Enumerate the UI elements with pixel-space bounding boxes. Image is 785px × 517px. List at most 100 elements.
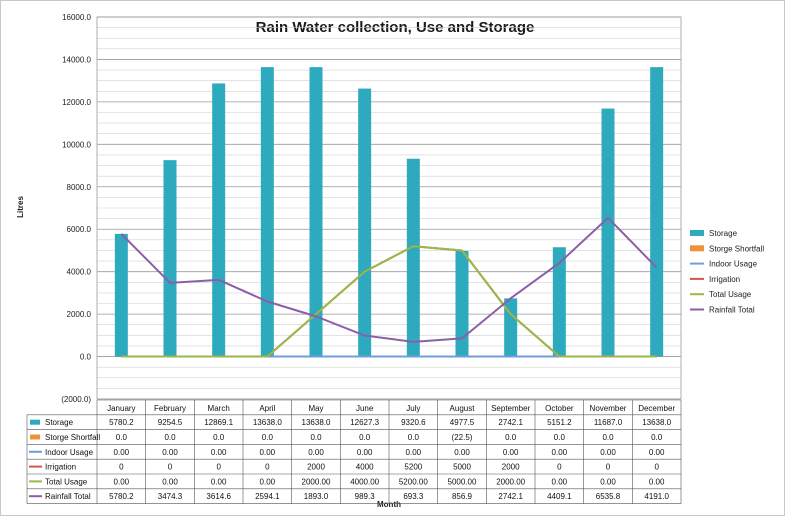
- table-cell: 3614.6: [206, 492, 231, 501]
- bar-storage-january: [114, 233, 128, 357]
- legend-label: Total Usage: [709, 290, 752, 299]
- plot-area-frame: [96, 16, 682, 400]
- table-cell: (22.5): [452, 433, 473, 442]
- table-cell: 0.00: [600, 448, 616, 457]
- x-tick-label: August: [450, 404, 476, 413]
- table-cell: 0.0: [213, 433, 225, 442]
- y-tick-label: 4000.0: [67, 268, 92, 277]
- table-cell: 0.00: [308, 448, 324, 457]
- table-cell: 0.0: [116, 433, 128, 442]
- table-cell: 0.00: [552, 448, 568, 457]
- table-cell: 0.00: [211, 448, 227, 457]
- table-cell: 13638.0: [302, 418, 331, 427]
- table-cell: 0.0: [164, 433, 176, 442]
- table-cell: 4000: [356, 463, 374, 472]
- x-tick-label: November: [590, 404, 627, 413]
- table-cell: 0.00: [649, 448, 665, 457]
- table-cell: 0: [654, 463, 659, 472]
- table-cell: 0.0: [651, 433, 663, 442]
- legend-label: Storage: [709, 229, 738, 238]
- y-axis-title: Litres: [16, 196, 25, 218]
- legend-label: Rainfall Total: [709, 306, 755, 315]
- y-tick-label: 16000.0: [62, 13, 91, 22]
- table-cell: 0.00: [114, 448, 130, 457]
- table-cell: 2742.1: [498, 492, 523, 501]
- y-tick-label: (2000.0): [61, 395, 91, 404]
- table-cell: 5000: [453, 463, 471, 472]
- table-row-label: Storge Shortfall: [45, 433, 100, 442]
- table-cell: 0.00: [162, 448, 178, 457]
- table-cell: 2594.1: [255, 492, 280, 501]
- x-tick-label: October: [545, 404, 574, 413]
- x-tick-label: April: [259, 404, 275, 413]
- table-cell: 0: [168, 463, 173, 472]
- table-cell: 11687.0: [594, 418, 623, 427]
- y-tick-label: 14000.0: [62, 55, 91, 64]
- y-tick-label: 2000.0: [67, 310, 92, 319]
- table-cell: 9254.5: [158, 418, 183, 427]
- legend-key: [690, 230, 704, 236]
- table-cell: 0.0: [602, 433, 614, 442]
- table-row-label: Irrigation: [45, 463, 76, 472]
- table-cell: 4191.0: [644, 492, 669, 501]
- x-axis-title: Month: [377, 500, 401, 509]
- table-cell: 0.00: [454, 448, 470, 457]
- table-cell: 693.3: [403, 492, 424, 501]
- y-tick-label: 6000.0: [67, 225, 92, 234]
- x-tick-label: July: [406, 404, 420, 413]
- table-legend-key: [30, 419, 40, 425]
- table-cell: 0.00: [260, 477, 276, 486]
- table-cell: 4000.00: [350, 477, 379, 486]
- table-row-label: Storage: [45, 418, 74, 427]
- legend-label: Storge Shortfall: [709, 244, 764, 253]
- table-cell: 12869.1: [204, 418, 233, 427]
- bar-storage-july: [406, 158, 420, 357]
- table-cell: 0: [557, 463, 562, 472]
- table-cell: 9320.6: [401, 418, 426, 427]
- x-tick-label: March: [208, 404, 230, 413]
- y-tick-label: 0.0: [80, 353, 92, 362]
- table-cell: 5000.00: [448, 477, 477, 486]
- bar-storage-february: [163, 160, 177, 357]
- bar-storage-june: [358, 88, 372, 357]
- table-cell: 5780.2: [109, 492, 134, 501]
- table-cell: 13638.0: [642, 418, 671, 427]
- bar-storage-march: [212, 83, 226, 357]
- table-cell: 2000.00: [302, 477, 331, 486]
- table-cell: 0: [216, 463, 221, 472]
- table-cell: 0.0: [408, 433, 420, 442]
- table-cell: 0: [606, 463, 611, 472]
- y-tick-label: 12000.0: [62, 98, 91, 107]
- bar-storage-august: [455, 250, 469, 357]
- table-cell: 5780.2: [109, 418, 134, 427]
- table-cell: 0.00: [162, 477, 178, 486]
- table-cell: 0.0: [505, 433, 517, 442]
- x-tick-label: September: [491, 404, 530, 413]
- table-cell: 0.00: [211, 477, 227, 486]
- table-cell: 1893.0: [304, 492, 329, 501]
- y-tick-label: 8000.0: [67, 183, 92, 192]
- table-cell: 4409.1: [547, 492, 572, 501]
- table-cell: 5200.00: [399, 477, 428, 486]
- x-tick-label: February: [154, 404, 186, 413]
- table-row-label: Indoor Usage: [45, 448, 94, 457]
- x-tick-label: January: [107, 404, 135, 413]
- table-cell: 2000.00: [496, 477, 525, 486]
- line-rainfall-total: [120, 216, 658, 343]
- table-cell: 0.00: [600, 477, 616, 486]
- table-cell: 856.9: [452, 492, 473, 501]
- x-tick-label: May: [308, 404, 323, 413]
- table-cell: 5151.2: [547, 418, 572, 427]
- table-cell: 0: [119, 463, 124, 472]
- table-cell: 0: [265, 463, 270, 472]
- bar-storage-november: [601, 108, 615, 357]
- bar-storage-september: [504, 298, 518, 357]
- table-row-label: Rainfall Total: [45, 492, 91, 501]
- table-cell: 6535.8: [596, 492, 621, 501]
- table-cell: 0.00: [114, 477, 130, 486]
- table-cell: 13638.0: [253, 418, 282, 427]
- bar-storage-may: [309, 67, 323, 357]
- table-cell: 5200: [404, 463, 422, 472]
